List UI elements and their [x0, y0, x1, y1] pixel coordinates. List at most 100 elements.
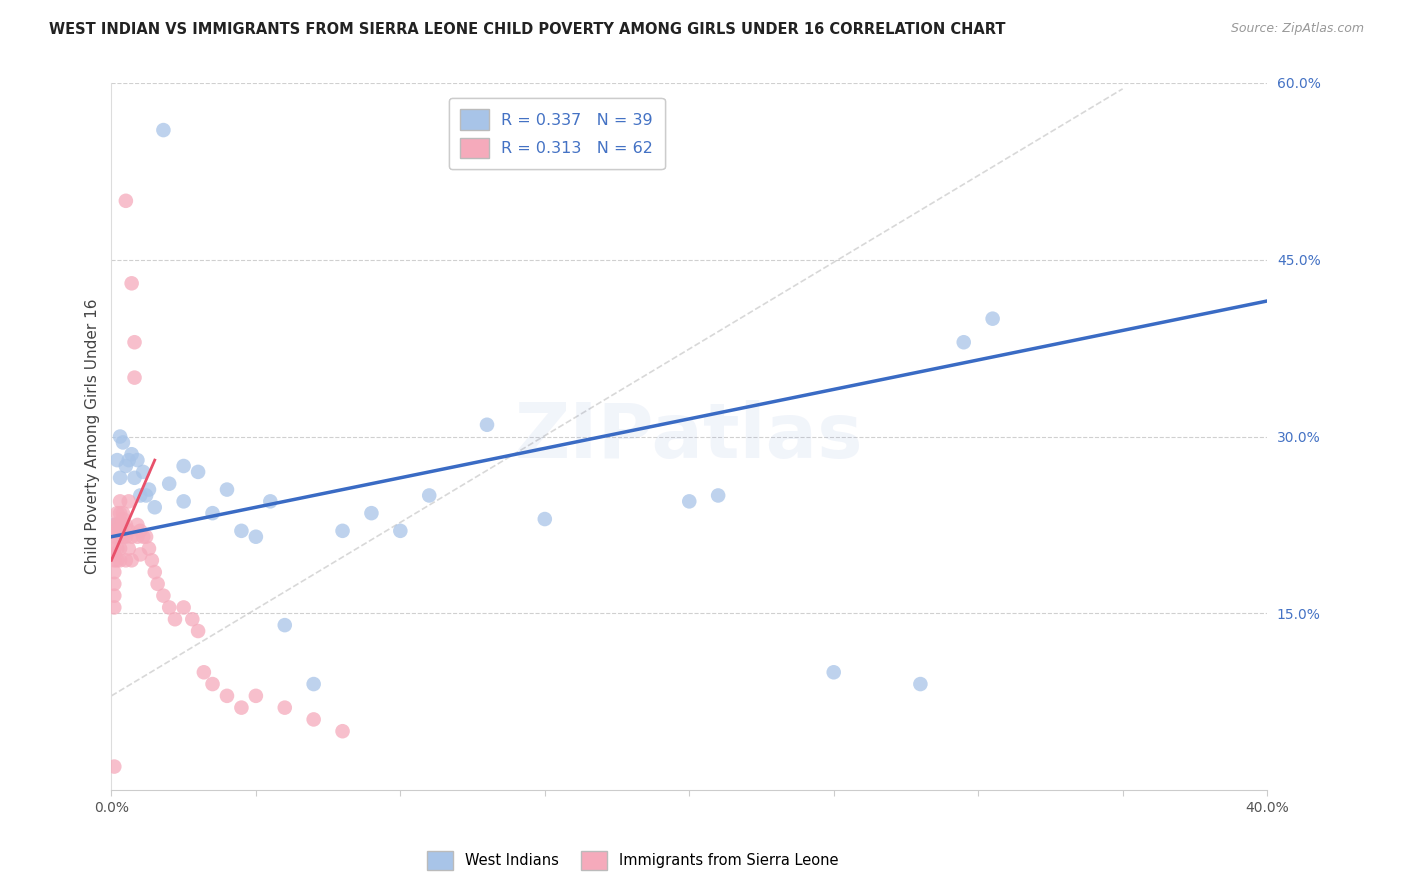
Point [118, 453, 141, 467]
Point [121, 447, 143, 461]
Point [115, 194, 138, 208]
Point [181, 612, 204, 626]
Point [533, 512, 555, 526]
Point [108, 506, 131, 520]
Point [118, 524, 141, 538]
Point [418, 488, 440, 502]
Point [105, 541, 128, 556]
Point [952, 335, 974, 350]
Text: Source: ZipAtlas.com: Source: ZipAtlas.com [1230, 22, 1364, 36]
Point [215, 483, 238, 497]
Point [103, 553, 125, 567]
Point [103, 541, 125, 556]
Point [173, 494, 195, 508]
Point [103, 577, 125, 591]
Point [389, 524, 412, 538]
Point [115, 518, 138, 533]
Point [103, 548, 125, 562]
Point [143, 500, 166, 515]
Point [187, 465, 209, 479]
Point [135, 530, 157, 544]
Point [103, 518, 125, 533]
Point [118, 541, 141, 556]
Point [115, 458, 138, 473]
Point [132, 530, 155, 544]
Point [163, 612, 186, 626]
Legend: West Indians, Immigrants from Sierra Leone: West Indians, Immigrants from Sierra Leo… [422, 846, 844, 876]
Point [108, 530, 131, 544]
Point [143, 565, 166, 579]
Point [823, 665, 845, 680]
Point [215, 689, 238, 703]
Point [129, 548, 152, 562]
Point [138, 483, 160, 497]
Point [108, 518, 131, 533]
Point [108, 553, 131, 567]
Point [259, 494, 281, 508]
Point [121, 277, 143, 291]
Point [111, 512, 134, 526]
Point [103, 530, 125, 544]
Point [103, 600, 125, 615]
Point [108, 494, 131, 508]
Point [124, 335, 146, 350]
Point [127, 518, 149, 533]
Point [201, 677, 224, 691]
Point [103, 518, 125, 533]
Point [245, 530, 267, 544]
Y-axis label: Child Poverty Among Girls Under 16: Child Poverty Among Girls Under 16 [86, 299, 100, 574]
Point [124, 471, 146, 485]
Point [108, 471, 131, 485]
Point [138, 541, 160, 556]
Point [302, 713, 325, 727]
Point [157, 476, 180, 491]
Point [332, 524, 354, 538]
Point [127, 530, 149, 544]
Point [173, 458, 195, 473]
Point [332, 724, 354, 739]
Point [103, 589, 125, 603]
Point [302, 677, 325, 691]
Point [105, 453, 128, 467]
Point [103, 759, 125, 773]
Point [132, 465, 155, 479]
Point [187, 624, 209, 638]
Point [121, 553, 143, 567]
Point [678, 494, 700, 508]
Point [111, 518, 134, 533]
Point [103, 565, 125, 579]
Point [173, 600, 195, 615]
Point [274, 618, 297, 632]
Point [127, 453, 149, 467]
Point [124, 370, 146, 384]
Point [115, 553, 138, 567]
Point [115, 530, 138, 544]
Point [910, 677, 932, 691]
Point [475, 417, 498, 432]
Point [245, 689, 267, 703]
Text: ZIPatlas: ZIPatlas [515, 400, 863, 474]
Point [141, 553, 163, 567]
Point [129, 524, 152, 538]
Point [108, 541, 131, 556]
Point [105, 506, 128, 520]
Point [121, 530, 143, 544]
Text: WEST INDIAN VS IMMIGRANTS FROM SIERRA LEONE CHILD POVERTY AMONG GIRLS UNDER 16 C: WEST INDIAN VS IMMIGRANTS FROM SIERRA LE… [49, 22, 1005, 37]
Point [231, 524, 253, 538]
Point [707, 488, 730, 502]
Point [105, 518, 128, 533]
Point [201, 506, 224, 520]
Point [360, 506, 382, 520]
Point [105, 553, 128, 567]
Point [129, 488, 152, 502]
Point [152, 123, 174, 137]
Legend: R = 0.337   N = 39, R = 0.313   N = 62: R = 0.337 N = 39, R = 0.313 N = 62 [449, 98, 665, 169]
Point [274, 700, 297, 714]
Point [111, 506, 134, 520]
Point [135, 488, 157, 502]
Point [108, 429, 131, 443]
Point [193, 665, 215, 680]
Point [111, 530, 134, 544]
Point [105, 530, 128, 544]
Point [111, 435, 134, 450]
